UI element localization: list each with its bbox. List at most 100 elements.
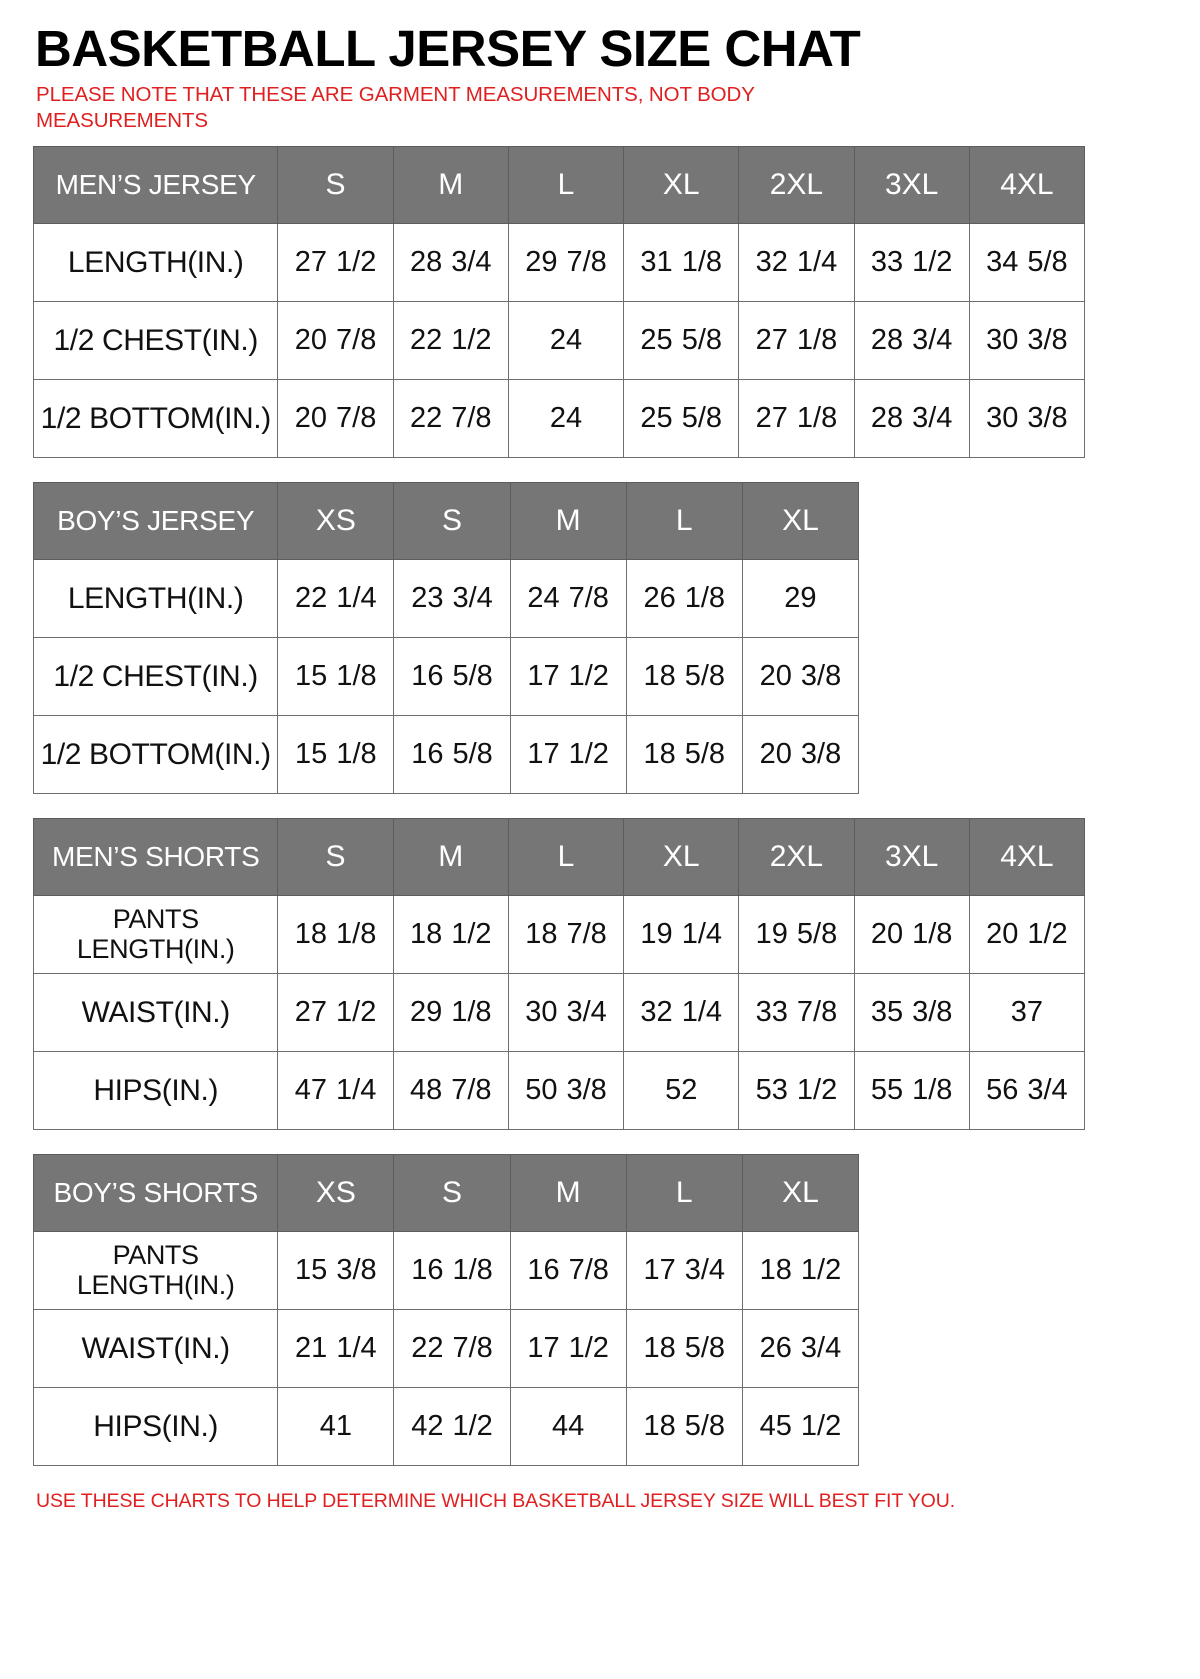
measurement-cell: 33 1/2 [853,223,970,303]
measurement-fraction: 3/4 [452,582,493,615]
measurement-fraction: 7/8 [568,1254,609,1287]
measurement-whole: 33 [755,996,788,1029]
measurement-cell: 25 5/8 [623,379,740,459]
measurement-cell: 25 5/8 [623,301,740,381]
table-row: 1/2 BOTTOM(IN.) 20 7/8 22 7/8 24 25 5/8 27 1/8 28 3… [32,379,1086,459]
measurement-cell: 33 7/8 [738,973,855,1053]
table-row: WAIST(IN.) 27 1/2 29 1/8 30 3/4 32 1/4 33 7/8 35 3/8… [32,973,1086,1053]
measurement-whole: 20 [986,918,1019,951]
measurement-cell: 21 1/4 [277,1309,395,1389]
measurement-cell: 28 3/4 [853,301,970,381]
measurement-cell: 52 [623,1051,740,1131]
measurement-fraction: 1/8 [336,660,377,693]
measurement-fraction: 5/8 [684,738,726,771]
measurement-cell: 18 5/8 [625,1309,743,1389]
measurement-fraction: 3/8 [800,660,842,693]
measurement-whole: 22 [295,582,328,615]
measurement-whole: 22 [409,324,443,357]
measurement-fraction: 1/2 [336,246,377,279]
measurement-cell: 32 1/4 [623,973,740,1053]
measurement-whole: 50 [525,1074,558,1107]
measurement-cell: 22 1/4 [277,559,395,639]
measurement-fraction: 7/8 [568,582,609,615]
table-header-row: BOY’S JERSEY XS S M L XL [32,482,860,561]
size-header-xl: XL [741,1154,860,1233]
size-header-xl: XL [623,146,740,225]
size-table-boys-shorts: BOY’S SHORTS XS S M L XL PANTS LENGTH(IN.) 15 3/8… [32,1154,860,1467]
size-header-s: S [393,482,511,561]
measurement-label: 1/2 CHEST(IN.) [32,637,279,717]
measurement-cell: 24 [507,301,625,381]
measurement-whole: 30 [986,402,1019,435]
measurement-fraction: 5/8 [452,660,493,693]
measurement-whole: 42 [411,1410,444,1443]
measurement-whole: 23 [411,582,444,615]
measurement-label: PANTS LENGTH(IN.) [32,895,279,975]
measurement-fraction: 3/8 [336,1254,377,1287]
measurement-fraction: 1/2 [1027,918,1068,951]
size-table-mens-jersey: MEN’S JERSEY S M L XL 2XL 3XL 4XL LENGTH(IN.) 27 1… [32,146,1086,459]
measurement-fraction: 1/8 [336,918,377,951]
measurement-cell: 31 1/8 [623,223,740,303]
measurement-whole: 28 [870,402,904,435]
measurement-cell: 15 1/8 [277,715,395,795]
measurement-whole: 19 [755,918,788,951]
measurement-cell: 45 1/2 [741,1387,860,1467]
measurement-whole: 32 [640,996,673,1029]
measurement-whole: 53 [755,1074,788,1107]
size-header-3xl: 3XL [853,818,970,897]
measurement-cell: 32 1/4 [738,223,855,303]
category-header: BOY’S SHORTS [32,1154,279,1233]
size-header-xs: XS [277,1154,395,1233]
measurement-cell: 34 5/8 [968,223,1086,303]
measurement-cell: 17 3/4 [625,1231,743,1311]
measurement-fraction: 1/2 [568,738,609,771]
measurement-cell: 27 1/2 [277,973,394,1053]
measurement-fraction: 7/8 [451,402,492,435]
measurement-whole: 27 [755,324,788,357]
measurement-cell: 18 5/8 [625,1387,743,1467]
measurement-fraction: 3/4 [1027,1074,1068,1107]
size-header-2xl: 2XL [738,146,855,225]
size-header-s: S [277,146,394,225]
measurement-cell: 15 1/8 [277,637,395,717]
measurement-whole: 27 [294,996,328,1029]
table-row: PANTS LENGTH(IN.) 15 3/8 16 1/8 16 7/8 17 3/4 18 1/… [32,1231,860,1311]
measurement-whole: 18 [643,660,676,693]
size-header-xl: XL [623,818,740,897]
measurement-whole: 15 [295,660,328,693]
measurement-whole: 18 [525,918,558,951]
measurement-cell: 18 1/2 [741,1231,860,1311]
measurement-fraction: 1/8 [912,1074,953,1107]
measurement-whole: 31 [640,246,673,279]
measurement-label-line1: PANTS [112,904,199,935]
measurement-cell: 56 3/4 [968,1051,1086,1131]
measurement-fraction: 1/4 [336,582,377,615]
measurement-cell: 29 1/8 [392,973,509,1053]
measurement-fraction: 3/4 [566,996,607,1029]
table-row: LENGTH(IN.) 27 1/2 28 3/4 29 7/8 31 1/8 32 1/4 33 1/… [32,223,1086,303]
measurement-cell: 29 [741,559,860,639]
measurement-fraction: 5/8 [684,1332,726,1365]
measurement-fraction: 1/2 [796,1074,838,1107]
measurement-cell: 15 3/8 [277,1231,395,1311]
measurement-whole: 48 [409,1074,443,1107]
category-header: MEN’S SHORTS [32,818,279,897]
table-header-row: BOY’S SHORTS XS S M L XL [32,1154,860,1233]
measurement-whole: 22 [409,402,443,435]
measurement-label: 1/2 BOTTOM(IN.) [32,715,279,795]
measurement-cell: 35 3/8 [853,973,970,1053]
table-header-row: MEN’S JERSEY S M L XL 2XL 3XL 4XL [32,146,1086,225]
measurement-cell: 28 3/4 [853,379,970,459]
measurement-label-line1: PANTS [112,1240,199,1271]
measurement-label: 1/2 BOTTOM(IN.) [32,379,279,459]
measurement-fraction: 1/2 [336,996,377,1029]
measurement-cell: 27 1/8 [738,379,855,459]
measurement-whole: 29 [409,996,443,1029]
measurement-whole: 33 [870,246,904,279]
size-header-m: M [392,818,509,897]
measurement-label-line2: LENGTH(IN.) [76,933,235,964]
measurement-whole: 25 [640,402,673,435]
measurement-cell: 30 3/8 [968,301,1086,381]
